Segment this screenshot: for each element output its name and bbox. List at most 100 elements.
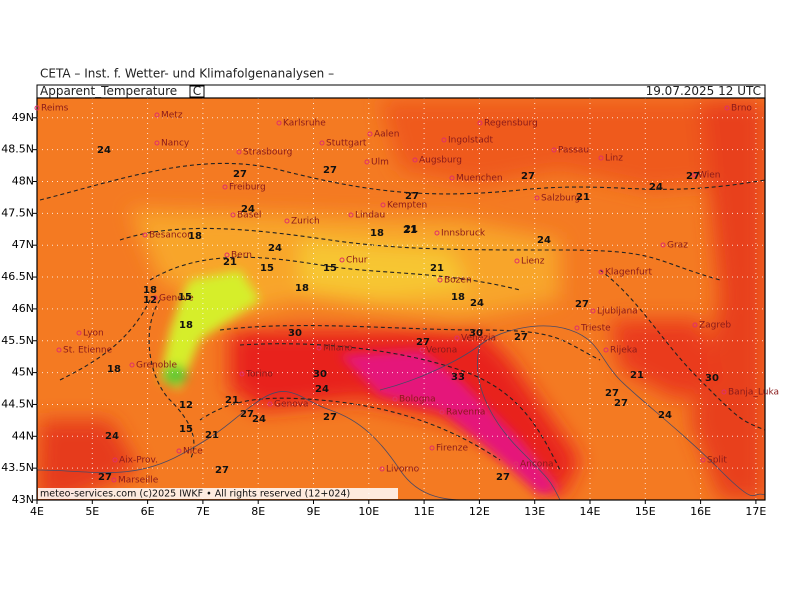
valid-time: 19.07.2025 12 UTC [646, 84, 761, 98]
city-label: Salzburg [541, 194, 580, 204]
contour-label: 27 [605, 388, 619, 399]
lon-tick-label: 13E [524, 505, 545, 518]
city-marker [449, 175, 455, 181]
city-label: Milano [323, 344, 353, 354]
lat-tick-label: 46N [12, 302, 34, 315]
city-label: Ulm [371, 158, 389, 168]
unit: C [193, 84, 201, 98]
city-label: St. Etienne [63, 346, 113, 356]
city-marker [276, 120, 282, 126]
city-label: Brno [731, 104, 752, 114]
city-label: Graz [667, 241, 688, 251]
lon-tick-label: 16E [690, 505, 711, 518]
lat-tick-label: 43N [12, 493, 34, 506]
contour-label: 24 [658, 410, 672, 421]
lon-tick-label: 15E [635, 505, 656, 518]
contour-label: 30 [469, 328, 483, 339]
city-marker [176, 448, 182, 454]
city-marker [514, 258, 520, 264]
city-marker [239, 371, 245, 377]
city-label: Venezia [461, 334, 496, 344]
contour-label: 27 [521, 171, 535, 182]
lon-tick-label: 12E [469, 505, 490, 518]
institute-title: CETA – Inst. f. Wetter- und Klimafolgena… [40, 67, 334, 81]
lat-tick-label: 47N [12, 238, 34, 251]
city-marker [434, 230, 440, 236]
city-label: Bern [231, 251, 252, 261]
city-marker [56, 347, 62, 353]
contour-label: 27 [614, 398, 628, 409]
city-marker [319, 140, 325, 146]
contour-label: 15 [260, 263, 274, 274]
contour-label: 30 [288, 328, 302, 339]
contour-label: 21 [403, 225, 417, 236]
field-name: Apparent_Temperature [40, 84, 177, 98]
city-label: Augsburg [419, 156, 462, 166]
city-marker [439, 409, 445, 415]
city-marker [154, 112, 160, 118]
city-label: Nice [183, 447, 203, 457]
city-marker [551, 147, 557, 153]
lon-tick-label: 4E [30, 505, 44, 518]
contour-label: 27 [575, 299, 589, 310]
contour-label: 15 [178, 292, 192, 303]
contour-label: 30 [705, 373, 719, 384]
city-label: Wien [698, 171, 720, 181]
lon-tick-label: 11E [414, 505, 435, 518]
lat-tick-label: 44N [12, 429, 34, 442]
city-label: Rijeka [610, 346, 637, 356]
field-warm-east [690, 100, 765, 500]
contour-label: 21 [225, 395, 239, 406]
contour-label: 21 [223, 257, 237, 268]
city-marker [129, 362, 135, 368]
city-marker [222, 184, 228, 190]
contour-label: 18 [295, 283, 309, 294]
contour-label: 27 [240, 409, 254, 420]
city-label: Linz [605, 154, 623, 164]
city-marker [513, 461, 519, 467]
city-marker [437, 277, 443, 283]
city-label: Metz [161, 111, 183, 121]
city-marker [76, 330, 82, 336]
contour-label: 21 [430, 263, 444, 274]
contour-label: 27 [405, 191, 419, 202]
city-label: Basel [237, 211, 261, 221]
city-marker [691, 172, 697, 178]
contour-label: 12 [143, 295, 157, 306]
city-marker [598, 155, 604, 161]
city-marker [392, 396, 398, 402]
map-frame [36, 97, 766, 501]
city-marker [230, 212, 236, 218]
contour-label: 27 [686, 171, 700, 182]
city-label: Chur [346, 256, 368, 266]
lon-tick-label: 6E [141, 505, 155, 518]
footer-bg [38, 488, 398, 499]
city-label: Aix-Prov. [119, 456, 158, 466]
city-label: Split [707, 456, 727, 466]
field-alps-cool [300, 240, 470, 300]
contour-label: 27 [233, 169, 247, 180]
contour-label: 24 [268, 243, 282, 254]
copyright: meteo-services.com (c)2025 IWKF • All ri… [40, 489, 350, 500]
field-min-core [163, 365, 187, 385]
city-marker [380, 202, 386, 208]
city-marker [598, 269, 604, 275]
contour-label: 24 [97, 145, 111, 156]
city-marker [348, 212, 354, 218]
field-croatia [610, 320, 720, 400]
contour-label: 18 [370, 228, 384, 239]
city-marker [721, 389, 727, 395]
contour-label: 27 [416, 337, 430, 348]
city-marker [454, 335, 460, 341]
lon-tick-label: 5E [85, 505, 99, 518]
lat-tick-label: 49N [12, 111, 34, 124]
city-marker [339, 257, 345, 263]
lat-tick-label: 47.5N [1, 206, 34, 219]
unit-box [189, 85, 205, 98]
city-marker [412, 157, 418, 163]
city-marker [34, 105, 40, 111]
city-label: Besancon [149, 231, 193, 241]
city-label: Reims [41, 104, 69, 114]
city-label: Ljubljana [597, 307, 638, 317]
